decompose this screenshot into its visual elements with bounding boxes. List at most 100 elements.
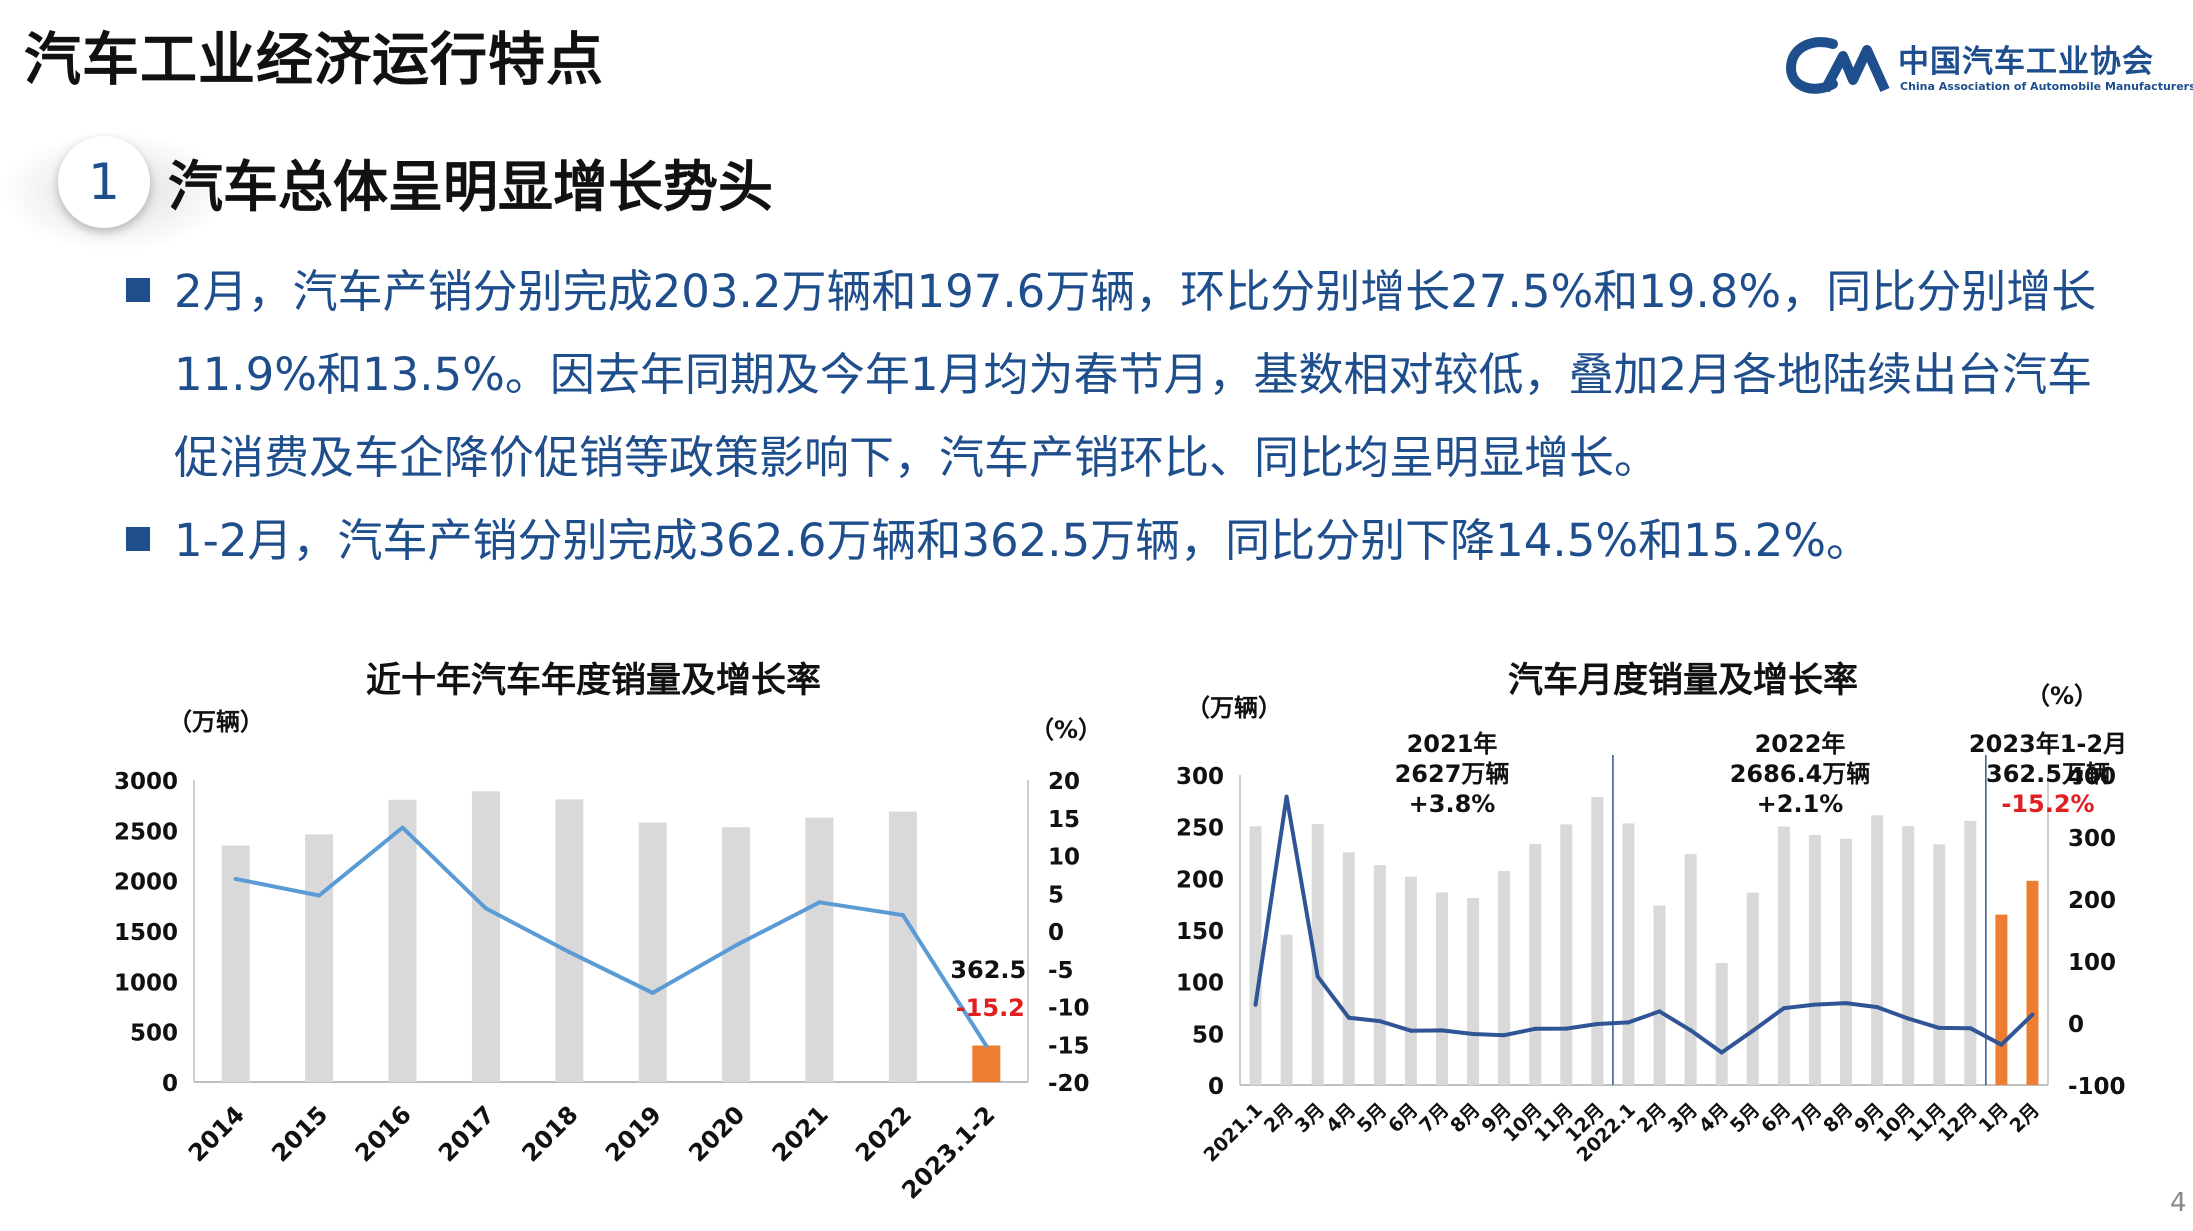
bullet-square-icon <box>126 527 150 551</box>
growth-rate-point <box>1253 1002 1258 1007</box>
x-category-label: 2020 <box>683 1100 750 1167</box>
chart2-right-unit: （%） <box>2026 682 2099 710</box>
year-annotation-line: 2627万辆 <box>1395 760 1510 788</box>
y-right-tick-label: 0 <box>2068 1012 2084 1038</box>
y-right-tick-label: 5 <box>1048 882 1064 908</box>
growth-rate-point <box>650 990 655 995</box>
year-annotation-line: +2.1% <box>1757 790 1844 818</box>
bar <box>1902 826 1915 1085</box>
bar <box>1933 844 1946 1085</box>
y-left-tick-label: 250 <box>1176 816 1224 842</box>
x-category-label: 2015 <box>266 1100 333 1167</box>
bullet-text: 2月，汽车产销分别完成203.2万辆和197.6万辆，环比分别增长27.5%和1… <box>174 265 2097 484</box>
x-category-label: 4月 <box>1322 1099 1360 1137</box>
x-category-label: 8月 <box>1446 1099 1484 1137</box>
bullet-item: 1-2月，汽车产销分别完成362.6万辆和362.5万辆，同比分别下降14.5%… <box>126 499 2136 582</box>
bar <box>1560 824 1573 1085</box>
bar <box>972 1045 1001 1082</box>
growth-rate-point <box>1968 1026 1973 1031</box>
x-category-label: 2月 <box>1260 1099 1298 1137</box>
growth-rate-point <box>1377 1019 1382 1024</box>
y-right-tick-label: -100 <box>2068 1074 2126 1100</box>
bar <box>1715 962 1728 1085</box>
chart1-title: 近十年汽车年度销量及增长率 <box>366 661 822 701</box>
y-right-tick-label: -20 <box>1048 1071 1090 1097</box>
chart1-left-unit: （万辆） <box>168 708 264 736</box>
x-category-label: 2018 <box>517 1100 584 1167</box>
bar <box>1342 852 1355 1085</box>
y-right-tick-label: 15 <box>1048 807 1080 833</box>
x-category-label: 3月 <box>1291 1099 1329 1137</box>
growth-rate-point <box>483 906 488 911</box>
y-left-tick-label: 300 <box>1176 764 1224 790</box>
caam-logo-icon <box>1785 37 1890 94</box>
year-annotation-line: -15.2% <box>2001 790 2094 818</box>
x-category-label: 2021.1 <box>1200 1099 1267 1166</box>
chart2-left-unit: （万辆） <box>1186 694 1282 722</box>
growth-rate-point <box>400 825 405 830</box>
y-left-tick-label: 150 <box>1176 919 1224 945</box>
growth-rate-point <box>900 913 905 918</box>
y-left-tick-label: 0 <box>162 1071 178 1097</box>
growth-rate-point <box>1284 794 1289 799</box>
logo-en-text: China Association of Automobile Manufact… <box>1900 80 2193 93</box>
y-left-tick-label: 3000 <box>114 769 178 795</box>
x-category-label: 2月 <box>1633 1099 1671 1137</box>
y-left-tick-label: 2000 <box>114 870 178 896</box>
x-category-label: 5月 <box>1726 1099 1764 1137</box>
bar <box>388 799 417 1082</box>
growth-rate-point <box>317 893 322 898</box>
bar <box>1653 905 1666 1085</box>
bar <box>555 799 584 1082</box>
bar <box>1622 823 1635 1085</box>
bar <box>805 817 834 1082</box>
growth-rate-point <box>1750 1028 1755 1033</box>
bar <box>1467 898 1480 1085</box>
y-right-tick-label: 200 <box>2068 888 2116 914</box>
growth-rate-point <box>1346 1015 1351 1020</box>
growth-rate-point <box>1906 1016 1911 1021</box>
bullet-item: 2月，汽车产销分别完成203.2万辆和197.6万辆，环比分别增长27.5%和1… <box>126 250 2136 499</box>
growth-rate-point <box>1502 1033 1507 1038</box>
growth-rate-point <box>2030 1012 2035 1017</box>
y-right-tick-label: 300 <box>2068 826 2116 852</box>
bar <box>1404 876 1417 1085</box>
growth-rate-point <box>1533 1026 1538 1031</box>
growth-rate-point <box>734 943 739 948</box>
x-category-label: 6月 <box>1757 1099 1795 1137</box>
page-title: 汽车工业经济运行特点 <box>24 27 604 93</box>
growth-rate-point <box>1657 1009 1662 1014</box>
growth-rate-point <box>1408 1028 1413 1033</box>
x-category-label: 2016 <box>350 1100 417 1167</box>
bar <box>1964 820 1977 1085</box>
year-annotation-line: 2686.4万辆 <box>1730 760 1871 788</box>
x-category-label: 2月 <box>2006 1099 2044 1137</box>
y-left-tick-label: 200 <box>1176 867 1224 893</box>
y-right-tick-label: 0 <box>1048 920 1064 946</box>
y-right-tick-label: 10 <box>1048 845 1080 871</box>
y-left-tick-label: 100 <box>1176 971 1224 997</box>
year-annotation-line: 362.5万辆 <box>1986 760 2110 788</box>
annual-sales-chart: 0 500 1000 1500 2000 2500 3000 -20 -15 -10 -5 0 5 10 1… <box>114 769 1090 1205</box>
bar <box>2026 880 2039 1085</box>
bar <box>1777 826 1790 1085</box>
annotation-growth-label: -15.2 <box>956 994 1025 1022</box>
bullet-list: 2月，汽车产销分别完成203.2万辆和197.6万辆，环比分别增长27.5%和1… <box>126 250 2136 582</box>
growth-rate-point <box>1844 1001 1848 1006</box>
bar <box>1249 826 1262 1085</box>
bar <box>1684 854 1697 1085</box>
chart2-title: 汽车月度销量及增长率 <box>1508 661 1859 701</box>
chart1-right-unit: （%） <box>1030 716 1103 744</box>
growth-rate-point <box>1595 1021 1600 1026</box>
x-category-label: 4月 <box>1695 1099 1733 1137</box>
x-category-label: 7月 <box>1788 1099 1826 1137</box>
logo-cn-text: 中国汽车工业协会 <box>1898 44 2154 80</box>
bar <box>1995 914 2008 1085</box>
y-left-tick-label: 1000 <box>114 970 178 996</box>
growth-rate-point <box>1440 1028 1444 1033</box>
y-left-tick-label: 50 <box>1192 1022 1224 1048</box>
growth-rate-point <box>984 1043 989 1048</box>
growth-rate-point <box>233 876 238 881</box>
bar <box>1436 892 1448 1085</box>
year-annotation-line: 2021年 <box>1407 730 1498 758</box>
